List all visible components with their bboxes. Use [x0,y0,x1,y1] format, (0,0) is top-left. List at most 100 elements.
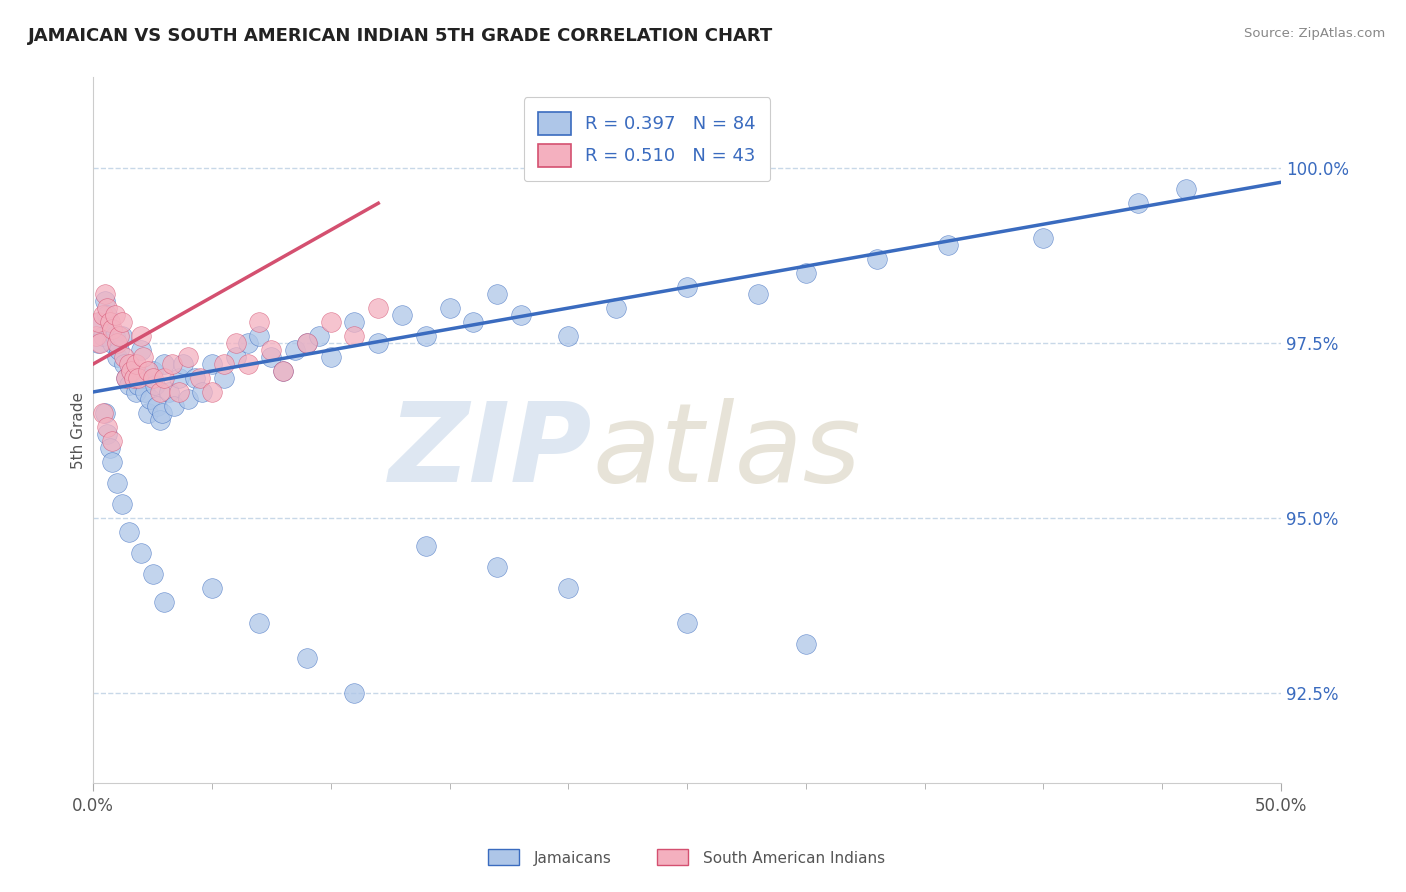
Point [120,364,142,378]
Point [94,406,117,420]
Point [143,378,166,392]
Point [96,420,118,434]
Point [391,308,413,322]
Point [271,364,294,378]
Text: ZIP: ZIP [388,398,592,505]
Point [89,336,111,351]
Point [319,350,342,364]
Point [225,336,247,351]
Point [486,559,509,574]
Point [177,392,200,406]
Point [111,315,134,329]
Point [142,371,165,385]
Point [172,357,194,371]
Point [115,371,138,385]
Text: Jamaicans: Jamaicans [534,852,612,866]
Point [866,252,889,267]
Point [118,357,141,371]
Point [127,371,149,385]
Point [271,364,294,378]
Point [212,371,235,385]
Point [111,329,134,343]
Legend: R = 0.397   N = 84, R = 0.510   N = 43: R = 0.397 N = 84, R = 0.510 N = 43 [524,97,770,181]
Point [676,280,699,294]
Point [129,343,152,357]
Point [308,329,330,343]
Point [260,343,283,357]
Point [96,301,118,315]
Point [1174,182,1197,196]
Point [167,384,190,399]
Text: South American Indians: South American Indians [703,852,886,866]
Point [236,336,259,351]
Point [163,399,186,413]
Text: JAMAICAN VS SOUTH AMERICAN INDIAN 5TH GRADE CORRELATION CHART: JAMAICAN VS SOUTH AMERICAN INDIAN 5TH GR… [28,27,773,45]
Point [463,315,485,329]
Point [94,287,117,301]
Point [98,441,121,455]
Point [295,650,318,665]
Point [105,350,128,364]
Point [136,364,159,378]
Point [101,455,124,469]
Point [101,434,124,448]
Point [415,539,437,553]
Point [146,399,169,413]
Point [96,308,118,322]
Point [177,350,200,364]
Point [184,371,207,385]
Point [260,350,283,364]
Point [167,371,190,385]
Y-axis label: 5th Grade: 5th Grade [72,392,86,469]
Point [201,384,224,399]
Text: Source: ZipAtlas.com: Source: ZipAtlas.com [1244,27,1385,40]
Point [91,308,114,322]
Point [605,301,627,315]
Point [115,371,138,385]
Point [142,566,165,581]
Point [794,266,817,280]
Point [103,329,125,343]
Point [343,315,366,329]
Point [105,475,128,490]
Point [225,350,247,364]
Point [201,581,224,595]
Point [676,615,699,630]
Point [236,357,259,371]
Point [1032,231,1054,245]
Point [150,406,173,420]
Point [84,329,107,343]
Point [118,524,141,539]
Point [1128,196,1150,211]
Point [132,350,155,364]
Point [108,329,131,343]
Point [142,364,165,378]
Point [112,350,135,364]
Point [134,384,156,399]
Point [129,329,152,343]
Point [295,336,318,351]
Point [557,329,579,343]
Point [112,357,135,371]
Point [557,581,579,595]
Point [191,384,214,399]
Point [153,594,176,608]
Point [201,357,224,371]
Point [105,336,128,351]
Point [343,685,366,699]
Point [367,301,389,315]
Point [101,336,124,351]
Point [509,308,531,322]
Point [94,294,117,309]
Point [118,378,141,392]
Point [249,315,271,329]
Point [153,371,176,385]
Point [111,497,134,511]
Point [122,371,145,385]
Point [212,357,235,371]
Point [486,287,509,301]
Point [120,364,142,378]
Point [319,315,342,329]
Point [249,615,271,630]
Point [295,336,318,351]
